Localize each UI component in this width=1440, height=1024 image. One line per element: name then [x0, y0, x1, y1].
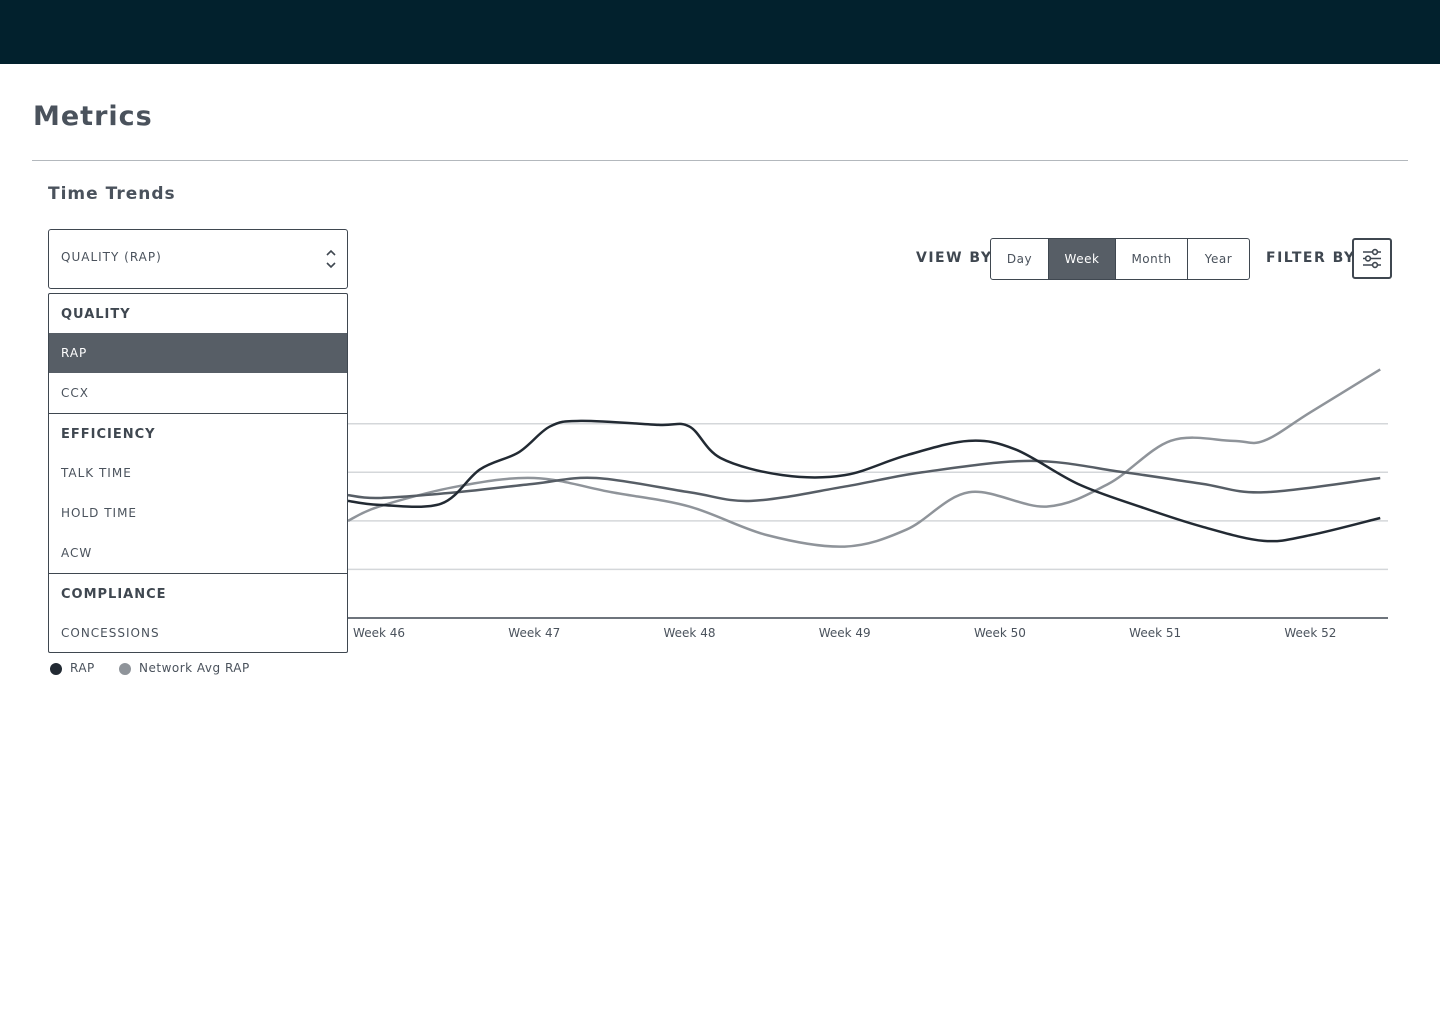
dropdown-separator — [49, 413, 347, 414]
series-line-rap — [347, 419, 1381, 543]
dropdown-item-concessions[interactable]: CONCESSIONS — [49, 613, 347, 653]
x-tick-label: Week 49 — [819, 626, 871, 640]
view-by-year-button[interactable]: Year — [1204, 252, 1233, 266]
time-trends-chart: Week 46 Week 47 Week 48 Week 49 Week 50 Week … — [347, 368, 1388, 640]
page-title: Metrics — [33, 101, 153, 132]
legend-label: RAP — [70, 661, 95, 675]
filter-by-label: FILTER BY — [1266, 250, 1356, 266]
dropdown-item-rap[interactable]: RAP — [49, 333, 347, 373]
page-divider — [32, 160, 1408, 161]
view-by-segmented-control: Day Week Month Year — [990, 238, 1250, 280]
view-by-week-button[interactable]: Week — [1049, 239, 1116, 279]
dropdown-group-label: QUALITY — [61, 307, 131, 322]
dropdown-group-compliance: COMPLIANCE — [49, 574, 347, 614]
dropdown-item-acw[interactable]: ACW — [49, 533, 347, 573]
x-tick-label: Week 50 — [974, 626, 1026, 640]
metric-select[interactable]: QUALITY (RAP) — [48, 229, 348, 289]
dropdown-group-efficiency: EFFICIENCY — [49, 414, 347, 454]
select-arrows-icon — [326, 249, 336, 269]
dropdown-item-hold-time[interactable]: HOLD TIME — [49, 493, 347, 533]
dropdown-item-label: ACW — [61, 546, 93, 560]
legend-dot — [50, 663, 62, 675]
sliders-icon — [1363, 248, 1381, 269]
dropdown-item-label: CONCESSIONS — [61, 626, 160, 640]
x-tick-label: Week 51 — [1129, 626, 1181, 640]
dropdown-group-label: EFFICIENCY — [61, 427, 156, 442]
x-tick-label: Week 46 — [353, 626, 405, 640]
dropdown-group-quality: QUALITY — [49, 294, 347, 334]
view-by-label: VIEW BY — [916, 250, 993, 266]
view-by-month-button[interactable]: Month — [1116, 239, 1188, 279]
dropdown-item-talk-time[interactable]: TALK TIME — [49, 453, 347, 493]
dropdown-item-label: RAP — [61, 346, 88, 360]
top-app-bar — [0, 0, 1440, 64]
metric-select-value: QUALITY (RAP) — [61, 250, 162, 264]
x-tick-label: Week 48 — [664, 626, 716, 640]
x-tick-label: Week 47 — [508, 626, 560, 640]
filter-button[interactable] — [1352, 238, 1392, 279]
legend-label: Network Avg RAP — [139, 661, 250, 675]
x-tick-label: Week 52 — [1284, 626, 1336, 640]
dropdown-item-ccx[interactable]: CCX — [49, 373, 347, 413]
series-line-series-2 — [347, 459, 1381, 503]
view-by-day-button[interactable]: Day — [991, 239, 1049, 279]
dropdown-separator — [49, 573, 347, 574]
section-title: Time Trends — [48, 184, 176, 204]
series-line-network-avg-rap — [347, 368, 1381, 548]
metric-dropdown-menu: QUALITY RAP CCX EFFICIENCY TALK TIME HOL… — [48, 293, 348, 653]
dropdown-item-label: CCX — [61, 386, 89, 400]
legend-dot — [119, 663, 131, 675]
dropdown-item-label: HOLD TIME — [61, 506, 138, 520]
dropdown-item-label: TALK TIME — [61, 466, 132, 480]
dropdown-group-label: COMPLIANCE — [61, 587, 167, 602]
